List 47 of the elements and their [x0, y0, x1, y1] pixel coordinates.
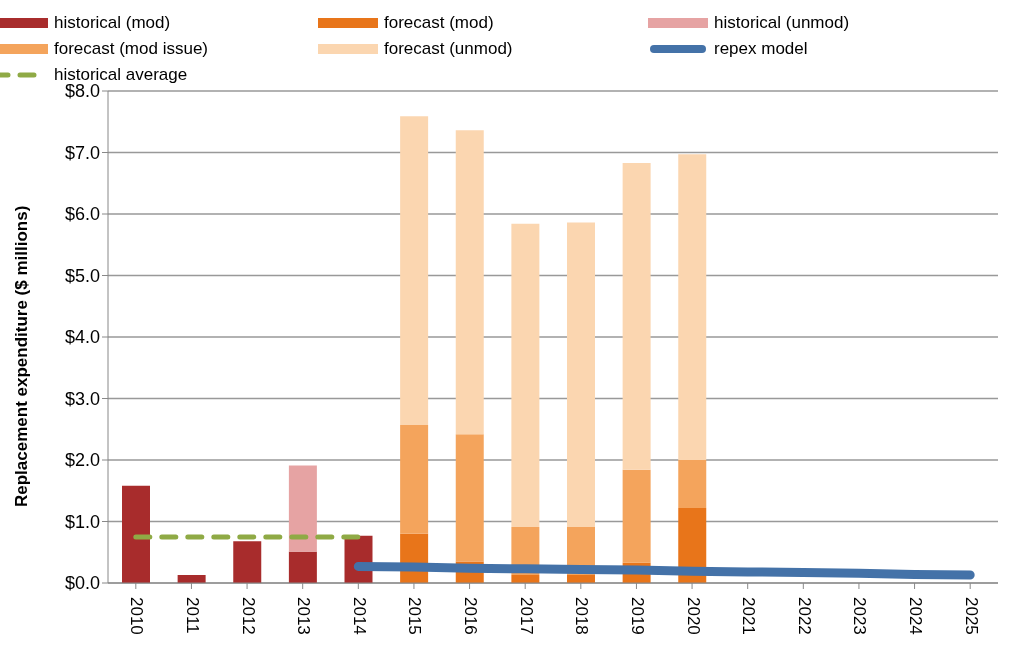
y-tick-label: $5.0 [64, 265, 100, 286]
x-tick-label: 2010 [127, 597, 147, 635]
x-tick-label: 2016 [461, 597, 481, 635]
legend-label: historical (mod) [54, 13, 171, 33]
bar [622, 469, 651, 563]
bar [678, 460, 707, 508]
bar [567, 222, 595, 528]
x-tick-label: 2015 [405, 597, 425, 635]
x-tick-label: 2017 [516, 597, 536, 635]
x-tick-label: 2014 [349, 597, 369, 635]
legend-label: forecast (mod issue) [54, 39, 208, 59]
y-tick-label: $4.0 [64, 327, 100, 348]
y-tick-label: $1.0 [64, 511, 100, 532]
bar [288, 551, 317, 583]
legend-label: repex model [714, 39, 808, 59]
bar [455, 130, 484, 435]
bar [455, 434, 484, 562]
bar [678, 154, 707, 460]
x-tick-label: 2025 [961, 597, 981, 635]
x-tick-label: 2022 [794, 597, 814, 635]
bar [233, 541, 262, 583]
x-tick-label: 2012 [238, 597, 258, 635]
x-tick-label: 2023 [850, 597, 870, 635]
x-tick-label: 2011 [182, 597, 202, 634]
bar [400, 116, 429, 425]
x-tick-label: 2024 [906, 597, 926, 635]
legend-label: historical (unmod) [714, 13, 850, 33]
y-tick-label: $3.0 [64, 388, 100, 409]
y-tick-label: $7.0 [64, 142, 100, 163]
bar [622, 162, 651, 470]
x-tick-label: 2020 [683, 597, 703, 635]
bar [400, 424, 429, 534]
legend-label: historical average [54, 65, 188, 84]
x-tick-label: 2018 [572, 597, 592, 635]
x-tick-label: 2013 [294, 597, 314, 635]
x-tick-label: 2019 [627, 597, 647, 635]
bar [511, 223, 540, 528]
y-tick-label: $6.0 [64, 204, 100, 225]
y-tick-label: $8.0 [64, 81, 100, 102]
x-tick-label: 2021 [739, 597, 759, 635]
y-tick-label: $2.0 [64, 450, 100, 471]
bar [122, 485, 150, 583]
y-tick-label: $0.0 [64, 573, 100, 594]
y-axis-title: Replacement expenditure ($ millions) [12, 205, 32, 507]
legend-label: forecast (mod) [384, 13, 494, 33]
bar [288, 465, 317, 552]
legend-label: forecast (unmod) [384, 39, 513, 59]
